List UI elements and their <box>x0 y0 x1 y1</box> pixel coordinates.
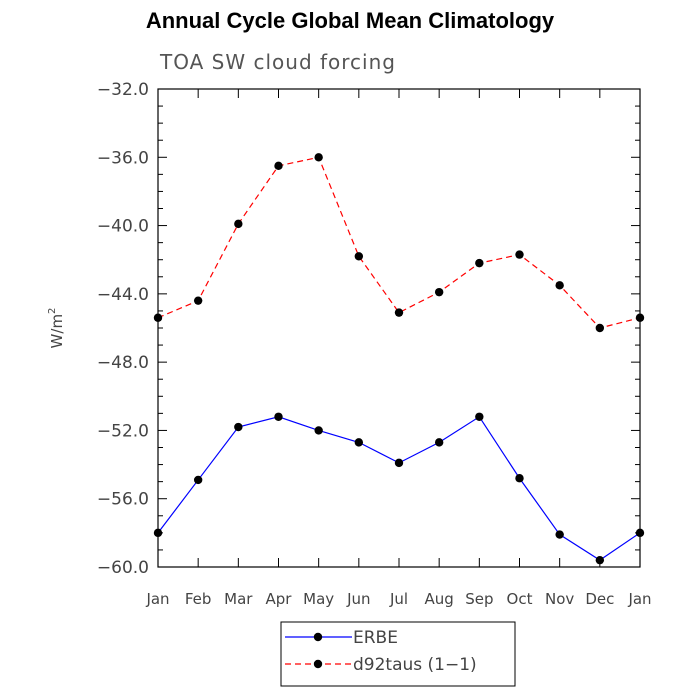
series-0-point <box>515 474 524 483</box>
series-0-point <box>475 412 484 421</box>
series-0-point <box>555 530 564 539</box>
x-tick-label: Feb <box>185 590 212 608</box>
y-tick-label: −56.0 <box>97 490 149 510</box>
x-tick-label: Jan <box>627 590 651 608</box>
legend: ERBE d92taus (1−1) <box>280 621 516 687</box>
y-axis: −32.0 −36.0 −40.0 −44.0 −48.0 −52.0 −56.0 −60.0 <box>97 80 640 578</box>
y-tick-label: −48.0 <box>97 353 149 373</box>
y-tick-label: −44.0 <box>97 285 149 305</box>
series-0-point <box>274 412 283 421</box>
y-tick-label: −52.0 <box>97 421 149 441</box>
series-1-point <box>434 287 444 297</box>
series-0-point <box>595 555 605 565</box>
series-1-point <box>234 219 243 229</box>
y-axis-label-superscript: 2 <box>47 308 58 314</box>
legend-marker-0 <box>313 632 323 642</box>
series-0-point <box>193 475 203 485</box>
x-tick-label: Sep <box>465 590 493 608</box>
x-tick-label: Jan <box>145 590 169 608</box>
series-1-point <box>153 313 163 322</box>
series-1-point <box>555 281 564 290</box>
series-line-1 <box>157 156 641 329</box>
legend-label-1: d92taus (1−1) <box>353 655 477 675</box>
x-tick-label: Dec <box>585 590 614 608</box>
x-tick-label: Mar <box>224 590 253 608</box>
x-tick-label: Jun <box>346 590 370 608</box>
x-axis: Jan Feb Mar Apr May Jun Jul Aug Sep Oct Nov Dec Jan <box>145 89 652 608</box>
legend-marker-1 <box>313 659 323 669</box>
series-0-point <box>153 528 163 538</box>
legend-box <box>280 621 516 687</box>
y-tick-label: −60.0 <box>97 558 149 578</box>
series-1-point <box>475 258 484 268</box>
series-1-point <box>354 252 364 261</box>
series-1-point <box>314 153 323 162</box>
series-layer <box>153 153 645 565</box>
series-0-point <box>354 438 364 447</box>
x-tick-label: Jul <box>389 590 408 608</box>
series-1-point <box>274 161 283 171</box>
series-0-point <box>394 458 404 468</box>
series-1-point <box>394 308 404 317</box>
x-tick-label: Aug <box>425 590 454 608</box>
series-1-point <box>635 313 645 322</box>
series-0-point <box>635 528 645 538</box>
chart-title: Annual Cycle Global Mean Climatology <box>145 8 555 33</box>
x-tick-label: Apr <box>266 590 293 608</box>
y-axis-label-text: W/m <box>48 314 66 349</box>
y-axis-label: W/m2 <box>47 308 66 349</box>
chart-subtitle: TOA SW cloud forcing <box>159 50 396 74</box>
plot-frame <box>157 88 641 568</box>
x-tick-label: Nov <box>545 590 574 608</box>
y-tick-label: −36.0 <box>97 148 149 168</box>
legend-label-0: ERBE <box>353 628 398 648</box>
series-1-point <box>193 296 203 305</box>
y-tick-label: −40.0 <box>97 217 149 237</box>
series-0-point <box>314 426 323 435</box>
x-tick-label: Oct <box>507 590 533 608</box>
series-0-point <box>434 438 444 447</box>
series-0-point <box>234 422 243 432</box>
series-1-point <box>595 323 605 333</box>
series-line-0 <box>157 415 641 561</box>
x-tick-label: May <box>303 590 334 608</box>
series-1-point <box>515 250 524 259</box>
y-tick-label: −32.0 <box>97 80 149 100</box>
